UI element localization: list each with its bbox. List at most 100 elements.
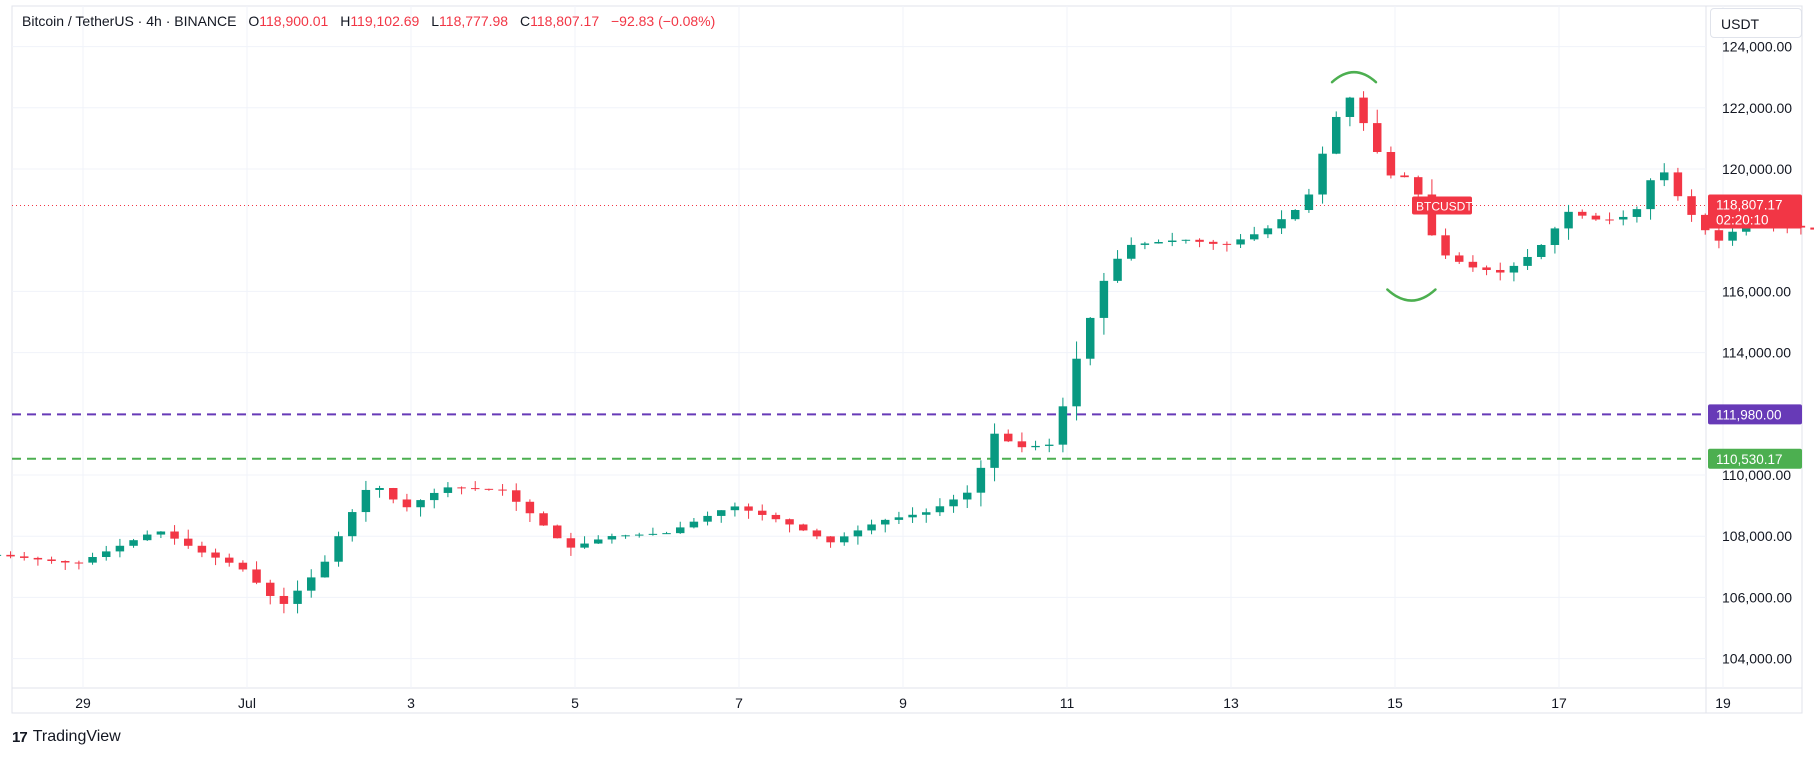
candle-body [1646, 180, 1655, 210]
candle [6, 551, 15, 559]
candle [1646, 178, 1655, 220]
candle-body [1140, 243, 1150, 245]
candle-body [1181, 239, 1191, 241]
candle [238, 560, 248, 572]
candle [1236, 234, 1245, 249]
candle-body [375, 488, 384, 490]
candle-body [1044, 444, 1054, 446]
x-tick-label: 5 [571, 695, 579, 711]
candle-body [1263, 228, 1273, 235]
candle [320, 555, 330, 578]
candle-body [416, 500, 425, 508]
candle-body [894, 517, 904, 520]
x-tick-label: 7 [735, 695, 743, 711]
candle-body [470, 488, 480, 490]
candle [552, 524, 562, 539]
countdown-label: 02:20:10 [1716, 213, 1769, 228]
candle [1031, 440, 1040, 451]
candle-body [1413, 177, 1423, 195]
annotation-arc [1330, 70, 1378, 84]
candle [1072, 341, 1081, 421]
candle-body [867, 524, 876, 531]
candle-body [0, 554, 2, 556]
y-tick-label: 110,000.00 [1722, 467, 1791, 483]
tradingview-logo-icon: 17 [12, 728, 28, 746]
candle [607, 533, 617, 544]
x-tick-label: 15 [1387, 695, 1403, 711]
candle [1577, 209, 1587, 219]
candle-body [1072, 358, 1081, 407]
candle [1181, 239, 1191, 244]
candle [1632, 206, 1642, 223]
candle [429, 488, 439, 509]
candle-body [976, 467, 986, 493]
candle [1304, 188, 1314, 213]
candle [525, 499, 535, 522]
candle-body [826, 536, 835, 543]
candle-body [115, 545, 125, 552]
candle [293, 580, 302, 614]
candle [949, 494, 958, 513]
symbol-title[interactable]: Bitcoin / TetherUS · 4h · BINANCE [22, 13, 237, 29]
y-tick-label: 122,000.00 [1722, 100, 1792, 116]
candle-body [1249, 234, 1259, 240]
candle [1099, 272, 1109, 335]
candle-body [921, 512, 931, 515]
candle-body [388, 488, 398, 500]
candle [1372, 109, 1382, 154]
candle-body [361, 489, 371, 513]
open-label: O [248, 13, 260, 29]
candle [279, 587, 289, 614]
currency-button[interactable]: USDT [1710, 8, 1802, 38]
candle-body [1468, 261, 1478, 268]
candle-body [1714, 230, 1724, 241]
candle-body [88, 557, 97, 563]
candle-body [962, 492, 972, 500]
candle [1222, 241, 1232, 252]
candle [1700, 213, 1710, 235]
tradingview-brand[interactable]: 17 TradingView [12, 728, 121, 746]
candle-body [170, 531, 179, 539]
candle [170, 525, 179, 545]
candle-body [1304, 194, 1314, 211]
candle [634, 532, 644, 538]
candle-body [1454, 255, 1464, 262]
candle-body [1167, 240, 1177, 243]
candle-body [1113, 258, 1122, 281]
candle [730, 502, 740, 517]
candle-body [334, 536, 343, 562]
candle-body [1495, 269, 1505, 273]
annotation-arc [1386, 288, 1437, 302]
candle-body [566, 538, 576, 548]
candle-body [757, 510, 767, 515]
candle [402, 493, 412, 512]
candle-body [1728, 231, 1737, 241]
candle-body [1687, 196, 1696, 215]
candle [935, 498, 945, 517]
candle-body [1509, 265, 1519, 273]
candle [539, 511, 548, 526]
candle-body [1810, 227, 1814, 230]
candle-body [1085, 317, 1095, 359]
candle-body [484, 488, 494, 490]
candle [1044, 438, 1054, 453]
candle [826, 536, 835, 548]
candle-body [1058, 406, 1068, 445]
candle [675, 521, 685, 534]
candle [388, 487, 398, 504]
candle-body [443, 487, 453, 493]
candle [976, 460, 986, 507]
candle-body [1536, 244, 1546, 257]
candle [306, 569, 316, 598]
x-tick-label: 9 [899, 695, 907, 711]
candle-body [1400, 175, 1409, 178]
candle-body [197, 545, 207, 553]
candle-body [771, 514, 781, 520]
y-tick-label: 114,000.00 [1722, 345, 1791, 361]
candle [908, 507, 917, 523]
candle [798, 523, 808, 532]
candle-body [552, 525, 562, 539]
candle [197, 541, 207, 558]
